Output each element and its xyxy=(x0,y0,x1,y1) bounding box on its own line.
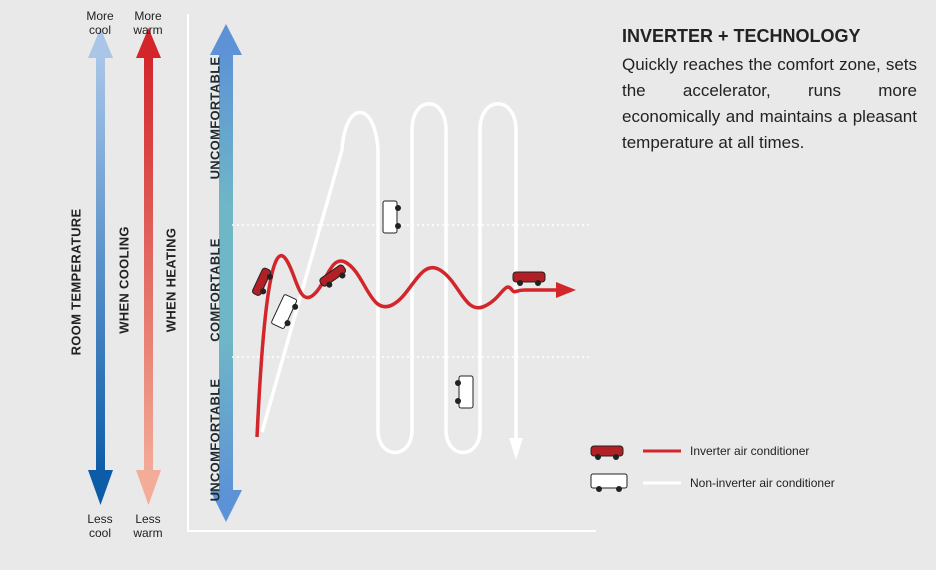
zone-label: UNCOMFORTABLE xyxy=(207,378,223,502)
axis-label: ROOM TEMPERATURE xyxy=(68,208,84,356)
inverter-curve xyxy=(255,254,560,438)
zone-label: COMFORTABLE xyxy=(207,238,223,342)
legend-van-icon xyxy=(590,473,628,492)
title: INVERTER + TECHNOLOGY xyxy=(622,26,861,46)
heating-arrow xyxy=(136,28,161,505)
van-icon xyxy=(382,200,401,234)
legend-label: Inverter air conditioner xyxy=(690,444,810,458)
van-icon xyxy=(271,294,299,329)
scale-label: Less cool xyxy=(87,512,113,540)
axis-label: WHEN HEATING xyxy=(163,227,179,333)
car-icon xyxy=(319,264,347,288)
van-icon xyxy=(455,375,474,409)
scale-label: Less warm xyxy=(133,512,163,540)
description: Quickly reaches the comfort zone, sets t… xyxy=(622,55,917,152)
car-icon xyxy=(252,267,273,296)
scale-label: More cool xyxy=(86,9,114,37)
legend-car-icon xyxy=(590,445,624,460)
zone-label: UNCOMFORTABLE xyxy=(207,56,223,180)
non-inverter-curve xyxy=(260,102,518,455)
cooling-arrow xyxy=(88,28,113,505)
arrowhead xyxy=(556,282,576,298)
car-icon xyxy=(512,271,546,286)
arrowhead xyxy=(509,438,523,460)
scale-label: More warm xyxy=(133,9,163,37)
comfort-arrow xyxy=(210,24,242,522)
axis-label: WHEN COOLING xyxy=(116,226,132,334)
legend-label: Non-inverter air conditioner xyxy=(690,476,835,490)
